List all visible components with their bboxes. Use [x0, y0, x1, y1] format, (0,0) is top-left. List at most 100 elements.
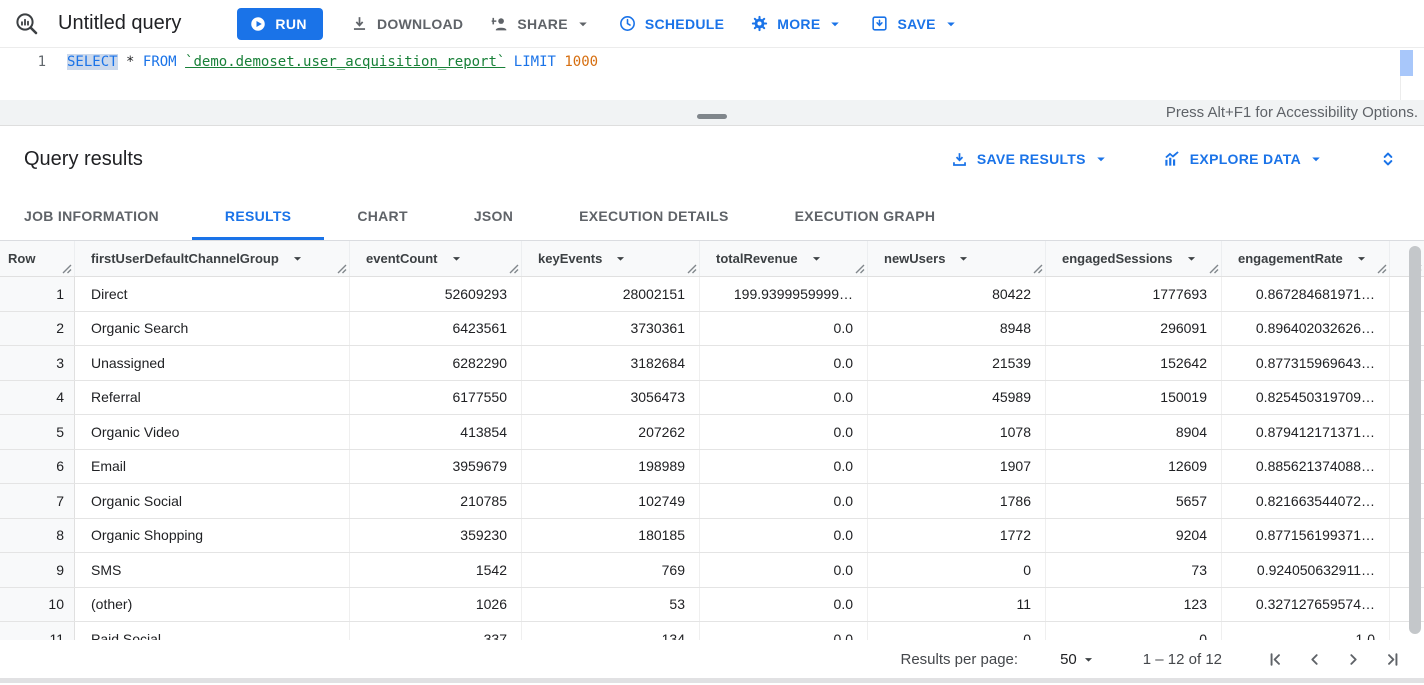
data-cell: Unassigned [75, 346, 350, 380]
tab-results[interactable]: RESULTS [192, 192, 324, 240]
table-vertical-scrollbar-thumb[interactable] [1409, 246, 1421, 634]
column-resize-grip[interactable] [1377, 264, 1387, 274]
column-resize-grip[interactable] [855, 264, 865, 274]
sql-keyword-limit: LIMIT [513, 54, 556, 70]
sql-limit-value: 1000 [564, 54, 599, 70]
last-page-icon[interactable] [1373, 643, 1412, 676]
column-menu-caret-icon[interactable] [612, 250, 629, 267]
save-alt-icon [950, 150, 969, 169]
column-resize-grip[interactable] [687, 264, 697, 274]
column-header-eventCount[interactable]: eventCount [350, 241, 522, 276]
tab-json[interactable]: JSON [473, 208, 514, 224]
data-cell: Referral [75, 380, 350, 414]
chevron-down-icon [1080, 651, 1097, 668]
table-row: 4 Referral 6177550 3056473 0.0 45989 150019 0.8… [0, 380, 1424, 415]
row-number-cell: 10 [0, 587, 75, 621]
share-button[interactable]: SHARE [476, 6, 605, 42]
data-cell: Paid Social [75, 622, 350, 640]
data-cell: 3959679 [350, 449, 522, 483]
data-cell: 80422 [868, 277, 1046, 311]
panel-resize-handle[interactable] [697, 114, 727, 119]
column-header-firstUserDefaultChannelGroup[interactable]: firstUserDefaultChannelGroup [75, 241, 350, 276]
data-cell: 1772 [868, 518, 1046, 552]
column-header-newUsers[interactable]: newUsers [868, 241, 1046, 276]
download-button[interactable]: DOWNLOAD [337, 6, 476, 42]
editor-scrollbar-thumb[interactable] [1400, 50, 1413, 76]
table-row: 2 Organic Search 6423561 3730361 0.0 8948 2960… [0, 311, 1424, 346]
data-cell: 0.0 [700, 449, 868, 483]
save-button[interactable]: SAVE [857, 6, 972, 42]
data-cell: 52609293 [350, 277, 522, 311]
results-table: Row firstUserDefaultChannelGroup eventCo… [0, 241, 1424, 640]
data-cell: 3730361 [522, 311, 700, 345]
data-cell: 0.0 [700, 587, 868, 621]
horizontal-scrollbar-track[interactable] [0, 678, 1424, 683]
data-cell: 0.924050632911… [1222, 553, 1390, 587]
column-resize-grip[interactable] [62, 264, 72, 274]
data-cell: 0.0 [700, 622, 868, 640]
column-menu-caret-icon[interactable] [448, 250, 465, 267]
data-cell: 3056473 [522, 380, 700, 414]
column-resize-grip[interactable] [509, 264, 519, 274]
data-cell: 0.327127659574… [1222, 587, 1390, 621]
column-menu-caret-icon[interactable] [289, 250, 306, 267]
data-cell: Direct [75, 277, 350, 311]
column-resize-grip[interactable] [1033, 264, 1043, 274]
first-page-icon[interactable] [1256, 643, 1295, 676]
column-menu-caret-icon[interactable] [1183, 250, 1200, 267]
sql-editor[interactable]: 1 SELECT * FROM `demo.demoset.user_acqui… [0, 48, 1424, 100]
run-button[interactable]: RUN [237, 7, 323, 40]
column-menu-caret-icon[interactable] [1353, 250, 1370, 267]
column-header-row[interactable]: Row [0, 241, 75, 276]
data-cell: 0.867284681971… [1222, 277, 1390, 311]
tab-execution-details[interactable]: EXECUTION DETAILS [579, 208, 729, 224]
expand-collapse-panel-icon[interactable] [1378, 149, 1398, 169]
tab-chart[interactable]: CHART [357, 208, 408, 224]
row-number-cell: 2 [0, 311, 75, 345]
previous-page-icon[interactable] [1295, 643, 1334, 676]
data-cell: 6177550 [350, 380, 522, 414]
results-title: Query results [24, 147, 143, 170]
data-cell: 0 [868, 622, 1046, 640]
column-resize-grip[interactable] [337, 264, 347, 274]
table-header-row: Row firstUserDefaultChannelGroup eventCo… [0, 241, 1424, 277]
tab-job-information[interactable]: JOB INFORMATION [24, 208, 159, 224]
accessibility-bar: Press Alt+F1 for Accessibility Options. [0, 100, 1424, 126]
column-header-keyEvents[interactable]: keyEvents [522, 241, 700, 276]
next-page-icon[interactable] [1334, 643, 1373, 676]
clock-icon [618, 14, 637, 33]
column-menu-caret-icon[interactable] [955, 250, 972, 267]
page-size-select[interactable]: 50 [1060, 651, 1097, 668]
data-cell: 8904 [1046, 415, 1222, 449]
schedule-button[interactable]: SCHEDULE [605, 6, 737, 42]
column-menu-caret-icon[interactable] [808, 250, 825, 267]
save-results-button[interactable]: SAVE RESULTS [937, 141, 1123, 177]
tab-execution-graph[interactable]: EXECUTION GRAPH [794, 208, 936, 224]
more-button[interactable]: MORE [737, 6, 857, 42]
table-row: 9 SMS 1542 769 0.0 0 73 0.924050632911… [0, 553, 1424, 588]
save-icon [870, 14, 889, 33]
data-cell: 0.821663544072… [1222, 484, 1390, 518]
chevron-down-icon [574, 15, 592, 33]
download-icon [350, 14, 369, 33]
data-cell: 28002151 [522, 277, 700, 311]
row-number-cell: 5 [0, 415, 75, 449]
data-cell: 0.825450319709… [1222, 380, 1390, 414]
sql-code-line[interactable]: SELECT * FROM `demo.demoset.user_acquisi… [67, 54, 598, 100]
explore-data-button[interactable]: EXPLORE DATA [1149, 141, 1338, 177]
row-number-cell: 8 [0, 518, 75, 552]
table-row: 10 (other) 1026 53 0.0 11 123 0.327127659574… [0, 587, 1424, 622]
data-cell: 0.879412171371… [1222, 415, 1390, 449]
data-cell: 134 [522, 622, 700, 640]
data-cell: 1542 [350, 553, 522, 587]
table-row: 3 Unassigned 6282290 3182684 0.0 21539 152642 0… [0, 346, 1424, 381]
sql-table-link[interactable]: `demo.demoset.user_acquisition_report` [185, 54, 506, 70]
column-header-totalRevenue[interactable]: totalRevenue [700, 241, 868, 276]
data-cell: 0.0 [700, 553, 868, 587]
insights-chart-icon [1162, 149, 1182, 169]
column-header-engagedSessions[interactable]: engagedSessions [1046, 241, 1222, 276]
column-resize-grip[interactable] [1209, 264, 1219, 274]
results-per-page-label: Results per page: [900, 650, 1019, 668]
row-number-cell: 1 [0, 277, 75, 311]
column-header-engagementRate[interactable]: engagementRate [1222, 241, 1390, 276]
